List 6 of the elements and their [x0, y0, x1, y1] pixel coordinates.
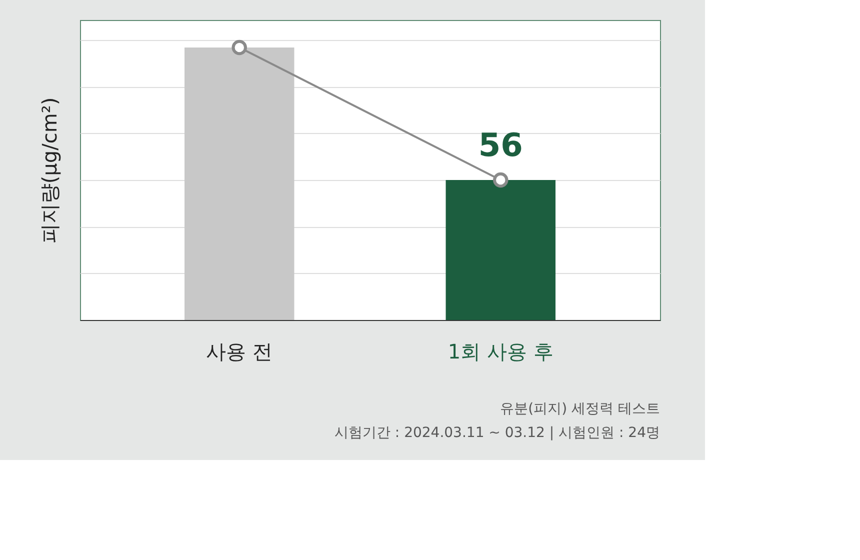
y-axis-title: 피지량(μg/cm²)	[38, 97, 62, 244]
text: 시험기간 : 2024.03.11 ~ 03.12 | 시험인원 : 24명	[334, 425, 660, 441]
data-label: 56	[478, 126, 523, 164]
x-tick-label: 사용 전	[206, 340, 273, 364]
x-tick-label: 1회 사용 후	[448, 340, 554, 364]
text: 유분(피지) 세정력 테스트	[500, 401, 660, 417]
